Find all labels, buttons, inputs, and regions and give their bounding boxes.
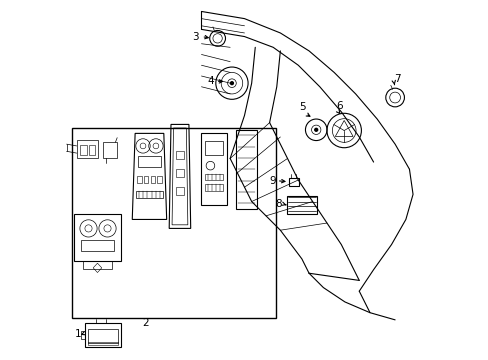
- Bar: [175, 169, 184, 177]
- Text: 4: 4: [207, 76, 214, 86]
- Bar: [175, 187, 184, 195]
- Bar: [204, 174, 223, 180]
- Text: 5: 5: [299, 102, 305, 112]
- Bar: [81, 330, 85, 339]
- Bar: [74, 214, 121, 261]
- Bar: [143, 176, 148, 183]
- Bar: [150, 176, 155, 183]
- Bar: [77, 140, 98, 158]
- Bar: [88, 329, 118, 343]
- Bar: [204, 184, 223, 191]
- Bar: [89, 145, 95, 155]
- Bar: [136, 192, 163, 198]
- Bar: [235, 130, 256, 209]
- Bar: [204, 140, 223, 155]
- Text: 7: 7: [393, 73, 400, 84]
- Bar: [83, 261, 112, 269]
- Bar: [288, 178, 298, 186]
- Circle shape: [314, 129, 317, 131]
- Text: 9: 9: [268, 176, 275, 186]
- Bar: [175, 151, 184, 159]
- Bar: [72, 128, 276, 318]
- Text: 1: 1: [75, 329, 81, 339]
- Text: 8: 8: [275, 199, 282, 209]
- Bar: [286, 196, 317, 214]
- Bar: [80, 145, 86, 155]
- Bar: [81, 240, 113, 251]
- Bar: [201, 134, 226, 205]
- Text: 3: 3: [192, 32, 198, 41]
- Circle shape: [230, 82, 233, 85]
- Bar: [138, 156, 161, 167]
- Bar: [102, 142, 117, 158]
- Text: 6: 6: [336, 102, 342, 112]
- Text: 2: 2: [142, 319, 149, 328]
- Bar: [88, 342, 118, 345]
- Bar: [137, 176, 142, 183]
- Bar: [85, 323, 121, 347]
- Bar: [157, 176, 162, 183]
